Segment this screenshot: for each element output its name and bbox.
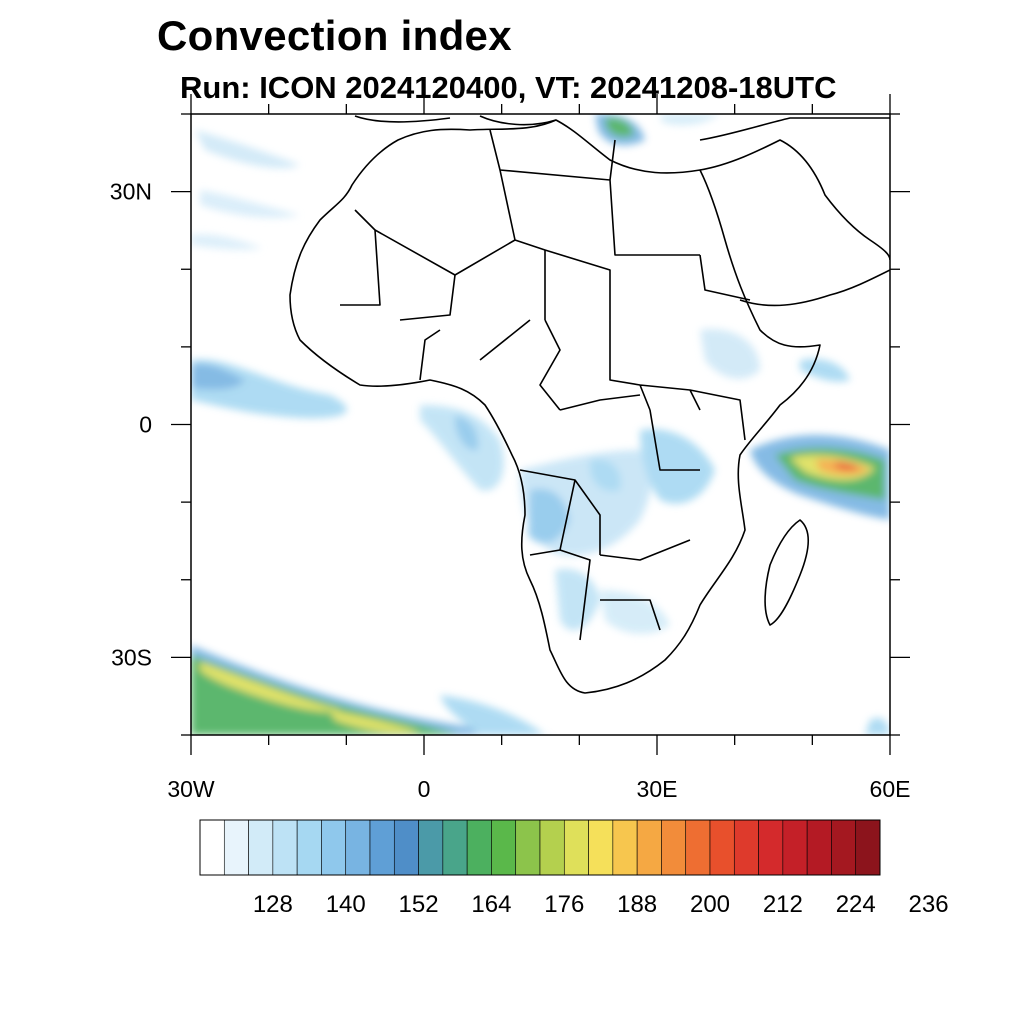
colorbar-swatch bbox=[782, 819, 808, 876]
colorbar-swatch bbox=[442, 819, 468, 876]
colorbar-label: 128 bbox=[253, 891, 293, 918]
colorbar-swatch bbox=[199, 819, 225, 876]
colorbar-label: 224 bbox=[836, 891, 876, 918]
map-frame bbox=[190, 113, 891, 736]
colorbar-swatch bbox=[418, 819, 444, 876]
colorbar-label: 200 bbox=[690, 891, 730, 918]
lat-tick-label: 0 bbox=[139, 412, 152, 438]
convection-field bbox=[191, 114, 890, 735]
colorbar-label: 152 bbox=[399, 891, 439, 918]
colorbar-swatch bbox=[272, 819, 298, 876]
colorbar-swatch bbox=[563, 819, 589, 876]
colorbar-swatch bbox=[393, 819, 419, 876]
lon-tick-label: 30W bbox=[167, 776, 215, 802]
colorbar-swatch bbox=[466, 819, 492, 876]
colorbar-label: 140 bbox=[326, 891, 366, 918]
colorbar-label: 236 bbox=[909, 891, 949, 918]
colorbar-frame bbox=[199, 819, 881, 876]
mediterranean-north bbox=[354, 115, 890, 141]
madagascar bbox=[764, 519, 810, 626]
colorbar-swatch bbox=[831, 819, 857, 876]
lon-tick-label: 0 bbox=[418, 776, 431, 802]
colorbar-swatch bbox=[661, 819, 687, 876]
colorbar-swatch bbox=[539, 819, 565, 876]
colorbar-swatch bbox=[709, 819, 735, 876]
colorbar-swatch bbox=[491, 819, 517, 876]
colorbar-swatch bbox=[223, 819, 249, 876]
colorbar-swatch bbox=[345, 819, 371, 876]
colorbar-swatch bbox=[758, 819, 784, 876]
colorbar-swatch bbox=[855, 819, 881, 876]
colorbar-swatch bbox=[369, 819, 395, 876]
colorbar-label: 188 bbox=[617, 891, 657, 918]
colorbar-swatch bbox=[636, 819, 662, 876]
chart-title: Convection index bbox=[157, 12, 512, 59]
chart-subtitle: Run: ICON 2024120400, VT: 20241208-18UTC bbox=[180, 70, 837, 105]
coastlines bbox=[289, 115, 890, 694]
africa-coastline bbox=[289, 119, 821, 694]
colorbar-swatch bbox=[321, 819, 347, 876]
colorbar-swatch bbox=[515, 819, 541, 876]
lon-tick-label: 30E bbox=[637, 776, 678, 802]
colorbar-label: 176 bbox=[544, 891, 584, 918]
colorbar: 128 140 152 164 176 188 200 212 224 236 bbox=[199, 819, 949, 918]
colorbar-swatch bbox=[612, 819, 638, 876]
colorbar-swatch bbox=[806, 819, 832, 876]
lon-tick-label: 60E bbox=[870, 776, 911, 802]
colorbar-swatch bbox=[248, 819, 274, 876]
colorbar-swatch bbox=[296, 819, 322, 876]
lat-tick-label: 30N bbox=[110, 179, 152, 205]
colorbar-swatch bbox=[685, 819, 711, 876]
colorbar-label: 212 bbox=[763, 891, 803, 918]
colorbar-swatch bbox=[588, 819, 614, 876]
arabia-coast bbox=[699, 139, 890, 307]
colorbar-swatch bbox=[733, 819, 759, 876]
colorbar-label: 164 bbox=[471, 891, 511, 918]
lat-tick-label: 30S bbox=[111, 644, 152, 670]
map-ticks: 30W 0 30E 60E 30N 0 30S bbox=[110, 94, 911, 802]
